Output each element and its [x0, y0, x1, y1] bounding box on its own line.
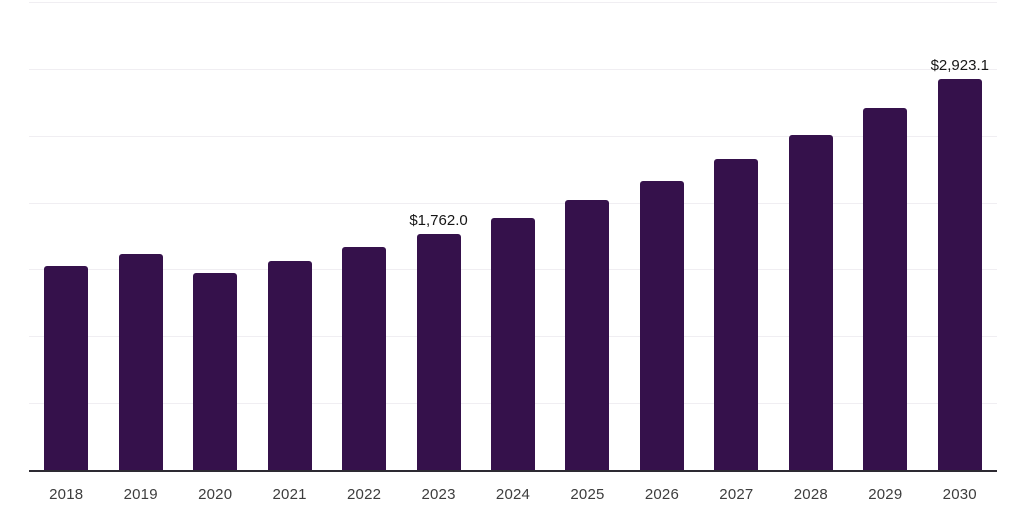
gridline: [29, 68, 997, 70]
gridline: [29, 135, 997, 137]
bar-2024: [491, 218, 535, 470]
bar-2022: [342, 247, 387, 470]
bar-2025: [565, 200, 610, 470]
gridline: [29, 2, 997, 3]
x-axis-line: [29, 470, 997, 472]
x-tick-label-2027: 2027: [719, 486, 754, 503]
bar-2020: [193, 273, 238, 470]
bar-2026: [639, 181, 684, 470]
x-tick-label-2020: 2020: [198, 486, 233, 503]
x-tick-label-2026: 2026: [644, 486, 679, 503]
bar-2027: [714, 159, 759, 470]
gridline: [29, 202, 997, 204]
x-tick-label-2028: 2028: [793, 486, 828, 503]
x-tick-label-2024: 2024: [495, 486, 531, 503]
x-tick-label-2018: 2018: [49, 486, 84, 503]
x-tick-label-2025: 2025: [570, 486, 605, 503]
x-tick-label-2022: 2022: [346, 486, 382, 503]
bar-2019: [118, 254, 163, 470]
bar-2028: [788, 135, 833, 470]
value-label-2030: $2,923.1: [930, 57, 989, 75]
x-tick-label-2029: 2029: [868, 486, 903, 503]
bar-2021: [267, 261, 312, 470]
x-tick-label-2021: 2021: [272, 486, 307, 503]
bar-2030: [937, 79, 982, 470]
bar-2023: [416, 234, 461, 470]
value-label-2023: $1,762.0: [409, 212, 468, 230]
x-tick-label-2030: 2030: [942, 486, 977, 503]
x-tick-label-2019: 2019: [123, 486, 158, 503]
x-tick-label-2023: 2023: [421, 486, 456, 503]
bar-2018: [44, 265, 89, 470]
bar-2029: [863, 107, 908, 470]
